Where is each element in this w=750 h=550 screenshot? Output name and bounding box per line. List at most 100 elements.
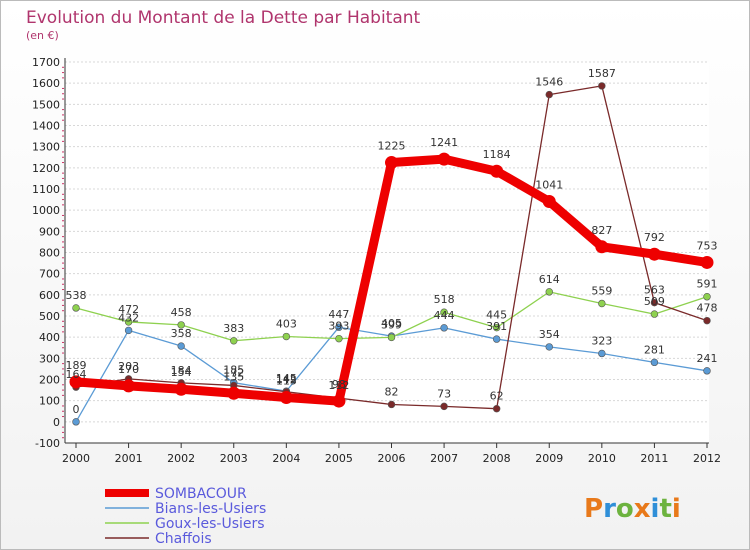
data-label-sombacour: 115 (276, 374, 297, 387)
data-point-goux-les-usiers (230, 337, 238, 345)
y-tick-label: 1300 (32, 141, 60, 154)
brand-letter: P (584, 494, 603, 524)
data-point-sombacour (332, 394, 346, 408)
data-point-chaffois (545, 90, 553, 99)
data-label-sombacour: 1241 (430, 136, 458, 149)
data-label-chaffois: 1587 (588, 67, 616, 80)
data-point-bians-les-usiers (124, 326, 133, 335)
data-label-goux-les-usiers: 591 (697, 278, 718, 291)
data-label-goux-les-usiers: 399 (381, 318, 402, 331)
x-tick-label: 2001 (115, 452, 143, 465)
data-label-bians-les-usiers: 358 (171, 327, 192, 340)
y-tick-label: -100 (35, 437, 60, 450)
data-label-sombacour: 154 (171, 366, 192, 379)
data-point-bians-les-usiers (703, 367, 711, 375)
brand-letter: i (651, 494, 660, 524)
data-label-chaffois: 62 (490, 390, 504, 403)
legend-label-bians-les-usiers: Bians-les-Usiers (155, 501, 266, 517)
brand-letter: o (616, 494, 634, 524)
y-tick-label: 1500 (32, 98, 60, 111)
data-point-goux-les-usiers (650, 310, 659, 318)
data-label-sombacour: 189 (66, 359, 87, 372)
data-point-bians-les-usiers (545, 343, 553, 351)
data-label-goux-les-usiers: 458 (171, 306, 192, 319)
y-tick-label: 500 (39, 310, 60, 323)
data-point-sombacour (385, 156, 398, 170)
data-label-sombacour: 827 (591, 224, 612, 237)
data-point-sombacour (122, 379, 136, 393)
data-point-bians-les-usiers (492, 335, 501, 343)
data-label-goux-les-usiers: 509 (644, 295, 665, 308)
x-tick-label: 2002 (167, 452, 195, 465)
data-label-goux-les-usiers: 538 (66, 289, 87, 302)
data-label-goux-les-usiers: 614 (539, 273, 560, 286)
data-point-sombacour (700, 255, 714, 269)
data-label-bians-les-usiers: 0 (73, 403, 80, 416)
data-label-bians-les-usiers: 447 (328, 308, 349, 321)
y-tick-label: 1700 (32, 56, 60, 69)
data-label-goux-les-usiers: 559 (591, 285, 612, 298)
data-point-bians-les-usiers (72, 418, 80, 426)
data-point-bians-les-usiers (650, 358, 659, 367)
data-point-bians-les-usiers (335, 323, 343, 331)
data-label-sombacour: 792 (644, 231, 665, 244)
data-point-goux-les-usiers (598, 299, 606, 308)
x-tick-label: 2009 (535, 452, 563, 465)
data-label-chaffois: 164 (66, 368, 87, 381)
data-label-chaffois: 172 (223, 366, 244, 379)
data-point-bians-les-usiers (598, 349, 606, 358)
x-axis-ticks: 2000 2001 2002 2003 2004 2005 2006 2007 2008 2009… (62, 443, 721, 465)
brand-text: Proxiti (584, 494, 681, 524)
series-group (69, 82, 714, 426)
data-label-sombacour: 135 (223, 370, 244, 383)
data-point-bians-les-usiers (177, 342, 185, 350)
data-point-chaffois (492, 405, 501, 413)
y-tick-label: 200 (39, 374, 60, 387)
data-label-bians-les-usiers: 405 (381, 317, 402, 330)
data-label-goux-les-usiers: 393 (328, 320, 349, 333)
legend-label-goux-les-usiers: Goux-les-Usiers (155, 516, 265, 532)
legend: SOMBACOURBians-les-UsiersGoux-les-Usiers… (105, 486, 266, 547)
data-point-sombacour (279, 390, 293, 404)
data-label-bians-les-usiers: 281 (644, 343, 665, 356)
x-tick-label: 2008 (483, 452, 511, 465)
data-label-bians-les-usiers: 354 (539, 328, 560, 341)
y-tick-label: 100 (39, 395, 60, 408)
data-point-goux-les-usiers (177, 321, 185, 329)
data-point-bians-les-usiers (440, 324, 448, 332)
y-tick-label: 1100 (32, 183, 60, 196)
data-point-sombacour (227, 386, 241, 400)
data-label-sombacour: 98 (332, 378, 346, 391)
data-label-bians-les-usiers: 323 (591, 334, 612, 347)
y-tick-label: 600 (39, 289, 60, 302)
data-point-chaffois (703, 316, 711, 325)
data-label-bians-les-usiers: 391 (486, 320, 507, 333)
brand-letter: t (659, 494, 671, 524)
brand-letter: i (672, 494, 681, 524)
data-label-chaffois: 478 (697, 302, 718, 315)
data-point-goux-les-usiers (545, 288, 553, 296)
data-label-chaffois: 82 (385, 385, 399, 398)
data-point-goux-les-usiers (124, 318, 133, 326)
data-label-chaffois: 563 (644, 284, 665, 297)
y-tick-label: 1400 (32, 120, 60, 133)
brand-letter: r (603, 494, 616, 524)
chart-title: Evolution du Montant de la Dette par Hab… (26, 8, 421, 28)
x-tick-label: 2012 (693, 452, 721, 465)
data-label-goux-les-usiers: 445 (486, 309, 507, 322)
data-label-chaffois: 203 (118, 360, 139, 373)
data-point-chaffois (650, 298, 659, 307)
data-label-sombacour: 1041 (535, 178, 563, 191)
data-labels: 0 432 358 185 145 447 405 444 391 354 323 281 241 538… (66, 67, 718, 416)
data-point-goux-les-usiers (72, 304, 80, 312)
x-tick-label: 2010 (588, 452, 616, 465)
data-label-goux-les-usiers: 472 (118, 303, 139, 316)
data-label-bians-les-usiers: 444 (434, 309, 455, 322)
y-tick-label: 800 (39, 247, 60, 260)
x-tick-label: 2007 (430, 452, 458, 465)
y-tick-label: 700 (39, 268, 60, 281)
y-tick-label: 900 (39, 225, 60, 238)
data-point-sombacour (595, 240, 609, 254)
